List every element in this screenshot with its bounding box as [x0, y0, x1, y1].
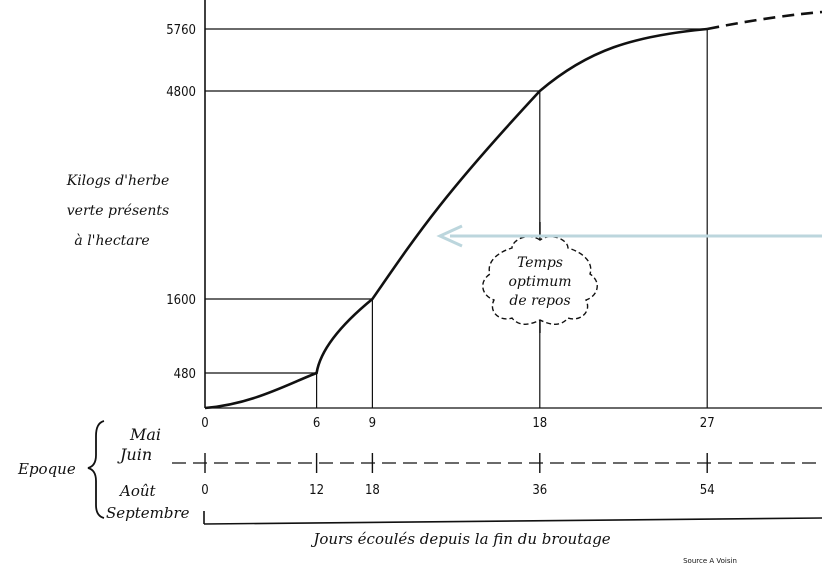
y-tick-label: 1600 — [166, 293, 196, 308]
epoque-label: Epoque — [17, 460, 76, 478]
x-tick-label: 27 — [700, 416, 715, 431]
reference-lines — [205, 28, 708, 408]
period-label-septembre: Septembre — [106, 504, 190, 522]
annotation-line: Temps — [517, 255, 563, 271]
period-label-aout: Août — [118, 482, 157, 500]
x-tick-label: 18 — [532, 416, 547, 431]
y-axis-label-line: à l'hectare — [74, 233, 149, 249]
x-tick-label: 18 — [365, 483, 380, 498]
y-axis-label-line: verte présents — [67, 203, 169, 219]
annotation-line: optimum — [508, 274, 571, 290]
x-axis-label: Jours écoulés depuis la fin du broutage — [310, 530, 610, 548]
x-tick-label: 9 — [369, 416, 376, 431]
x-tick-label: 0 — [201, 416, 208, 431]
annotation-line: de repos — [509, 293, 570, 309]
x-tick-labels-aout-sept: 0 12 18 36 54 — [201, 483, 714, 498]
annotation-optimum-rest: Temps optimum de repos — [482, 222, 598, 333]
annotation-bubble — [482, 236, 598, 325]
y-tick-label: 5760 — [166, 23, 196, 38]
y-tick-label: 4800 — [166, 85, 196, 100]
x-tick-labels-mai-juin: 0 6 9 18 27 — [201, 416, 714, 431]
epoque-brace — [87, 420, 105, 519]
y-tick-labels: 480 1600 4800 5760 — [166, 23, 196, 382]
y-axis-label-line: Kilogs d'herbe — [66, 173, 170, 189]
y-tick-label: 480 — [174, 367, 196, 382]
period-tick-marks — [204, 453, 708, 473]
period-label-juin: Juin — [117, 445, 152, 464]
x-tick-label: 6 — [313, 416, 320, 431]
x-tick-label: 0 — [201, 483, 208, 498]
x-tick-label: 12 — [309, 483, 324, 498]
highlight-arrow — [436, 224, 822, 248]
x-tick-label: 36 — [532, 483, 547, 498]
x-tick-label: 54 — [700, 483, 715, 498]
period-label-mai: Mai — [129, 425, 161, 444]
series-line — [204, 27, 708, 410]
source-credit: Source A Voisin — [683, 557, 737, 565]
series-line-extension — [706, 10, 822, 31]
bottom-axis-line — [203, 517, 822, 525]
